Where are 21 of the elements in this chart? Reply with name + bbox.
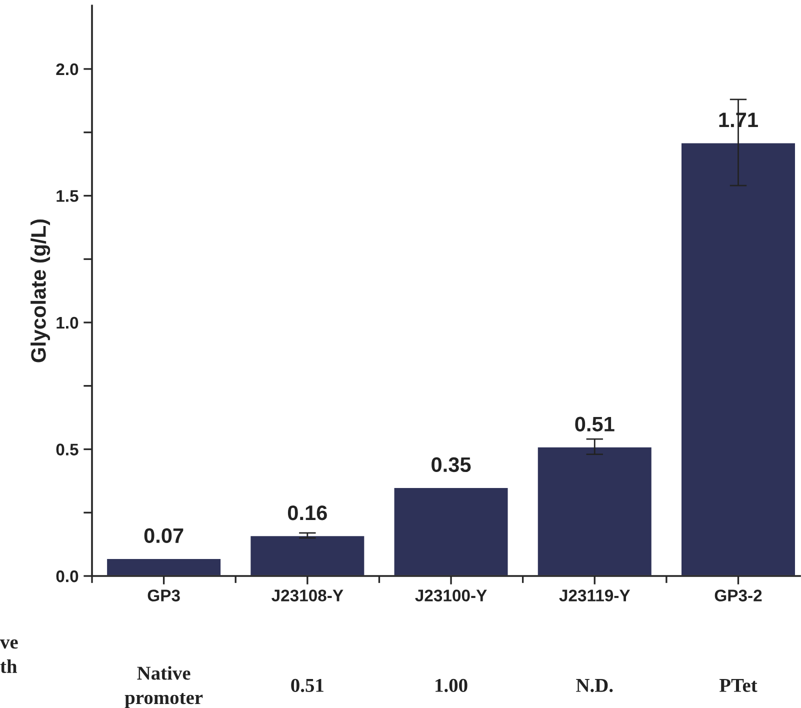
x-tick-label: J23100-Y <box>415 590 487 602</box>
data-label: 0.35 <box>432 457 471 472</box>
text: Native promoter <box>124 666 203 708</box>
data-label: 0.07 <box>144 528 184 544</box>
y-axis-title: Glycolate (g/L) <box>30 219 50 362</box>
y-tick-label: 1.0 <box>56 316 78 329</box>
y-tick-label: 1.5 <box>56 190 78 202</box>
x-tick-label: J23108-Y <box>272 590 344 602</box>
data-label: 0.51 <box>575 416 614 432</box>
text: 1.00 <box>436 678 468 692</box>
y-tick-label: 0.0 <box>56 570 78 582</box>
y-tick-label: 2.0 <box>56 63 78 76</box>
x-tick-label: GP3-2 <box>714 590 762 602</box>
y-tick-label: 0.5 <box>56 444 78 456</box>
text: 0.51 <box>291 678 324 692</box>
data-label: 0.16 <box>288 505 327 520</box>
x-tick-label: GP3 <box>148 590 180 602</box>
text: PTet <box>719 679 758 692</box>
x-tick-label: J23119-Y <box>559 590 630 602</box>
text: ve th <box>0 639 18 674</box>
text: N.D. <box>576 679 613 692</box>
